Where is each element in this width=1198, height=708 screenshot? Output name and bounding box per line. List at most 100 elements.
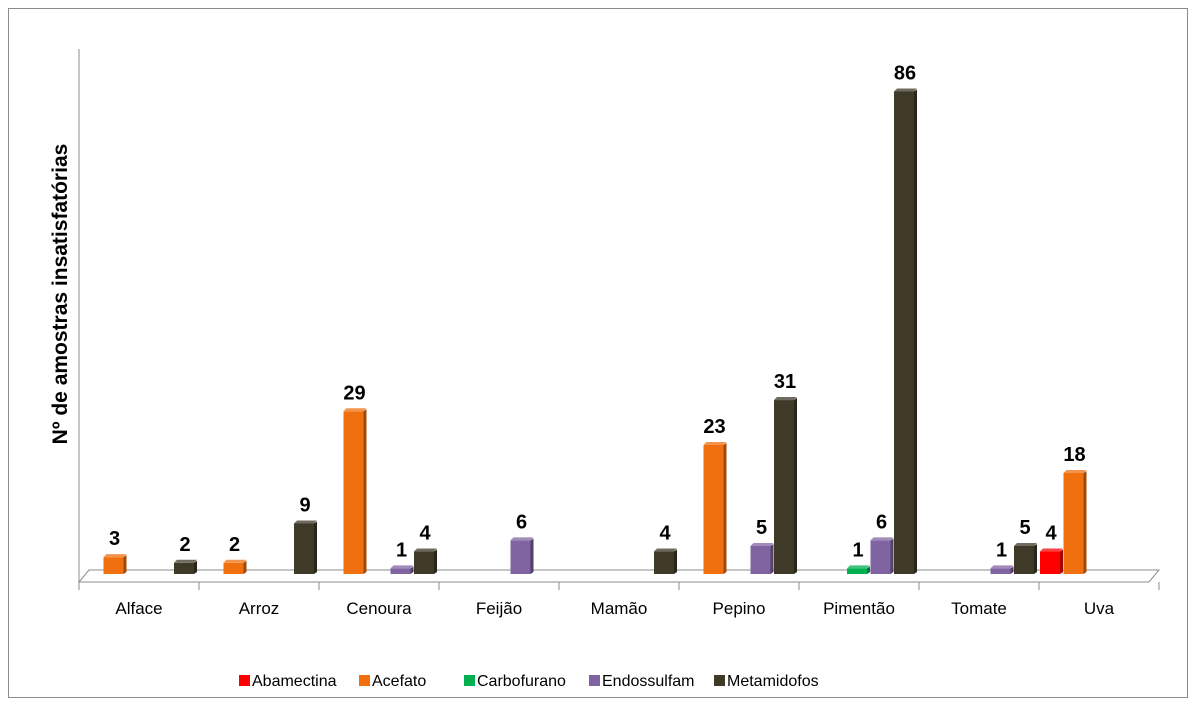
bar-side bbox=[530, 538, 534, 574]
data-label: 4 bbox=[419, 523, 431, 545]
legend-label: Abamectina bbox=[252, 673, 337, 690]
bar bbox=[654, 551, 674, 574]
bar-side bbox=[914, 89, 917, 574]
bar-side bbox=[1034, 543, 1037, 574]
bar bbox=[847, 568, 867, 574]
legend-swatch bbox=[239, 675, 250, 686]
bar-top bbox=[894, 88, 917, 92]
data-label: 1 bbox=[996, 539, 1007, 561]
data-label: 6 bbox=[876, 511, 887, 533]
bar bbox=[223, 562, 244, 574]
bar bbox=[174, 562, 194, 574]
bar-acefato-cenoura bbox=[343, 408, 367, 574]
bar-top bbox=[870, 537, 894, 541]
bar-top bbox=[703, 441, 727, 445]
bar bbox=[774, 400, 794, 574]
data-label: 3 bbox=[109, 528, 120, 550]
bar-side bbox=[867, 566, 870, 574]
bar bbox=[1063, 473, 1084, 574]
bar-acefato-pepino bbox=[703, 441, 727, 574]
data-label: 4 bbox=[659, 523, 671, 545]
x-tick-labels: Alface Arroz Cenoura Feijão Mamão Pepino Pimen… bbox=[115, 599, 1114, 618]
bar-top bbox=[510, 537, 534, 541]
bar bbox=[294, 523, 314, 574]
data-label: 4 bbox=[1045, 523, 1057, 545]
bar bbox=[1040, 551, 1060, 574]
x-tick-label: Feijão bbox=[476, 599, 522, 618]
bar-top bbox=[654, 548, 677, 552]
bar-endossulfam-cenoura bbox=[390, 565, 414, 574]
bar-side bbox=[674, 549, 677, 574]
bar-top bbox=[294, 520, 317, 524]
bar bbox=[414, 551, 434, 574]
bar-metamidofos-cenoura bbox=[414, 548, 437, 574]
bar bbox=[703, 444, 724, 574]
bar-side bbox=[194, 560, 197, 574]
bar-endossulfam-tomate bbox=[990, 565, 1014, 574]
bar-side bbox=[1060, 549, 1063, 574]
bar-acefato-alface bbox=[103, 554, 127, 574]
data-label: 2 bbox=[229, 534, 240, 556]
data-label: 5 bbox=[756, 517, 767, 539]
data-label: 23 bbox=[703, 416, 725, 438]
x-tick-label: Cenoura bbox=[346, 599, 412, 618]
bar bbox=[103, 557, 124, 574]
data-label: 18 bbox=[1063, 444, 1085, 466]
legend-label: Endossulfam bbox=[602, 673, 695, 690]
data-label: 29 bbox=[343, 382, 365, 404]
bar-side bbox=[410, 566, 414, 574]
x-tick-label: Mamão bbox=[591, 599, 648, 618]
bar bbox=[870, 540, 891, 574]
bar-side bbox=[794, 398, 797, 574]
bar bbox=[990, 568, 1011, 574]
x-tick-label: Pimentão bbox=[823, 599, 895, 618]
bar-top bbox=[343, 408, 367, 412]
bar-top bbox=[1040, 548, 1063, 552]
bar-side bbox=[123, 555, 127, 574]
bar-metamidofos-mamão bbox=[654, 548, 677, 574]
legend-item-acefato: Acefato bbox=[359, 673, 426, 690]
bar-side bbox=[1010, 566, 1014, 574]
bar-top bbox=[1063, 470, 1087, 473]
bar-top bbox=[1014, 542, 1037, 546]
bar-acefato-uva bbox=[1063, 470, 1087, 574]
bar-top bbox=[774, 397, 797, 401]
bar-top bbox=[103, 554, 127, 558]
bar-side bbox=[1083, 471, 1087, 574]
bar-top bbox=[750, 542, 774, 546]
bar bbox=[1014, 545, 1034, 574]
bar-top bbox=[414, 548, 437, 552]
chart-frame: 3 2 2 9 29 1 4 6 4 23 5 31 1 6 86 1 5 4 18 Alface Arroz Ceno… bbox=[8, 8, 1188, 698]
bars bbox=[103, 88, 1087, 574]
bar-top bbox=[390, 565, 414, 569]
legend-label: Acefato bbox=[372, 673, 426, 690]
bar-acefato-arroz bbox=[223, 559, 247, 574]
bar-endossulfam-pimentão bbox=[870, 537, 894, 574]
bar-top bbox=[174, 559, 197, 563]
bar bbox=[750, 545, 771, 574]
legend-swatch bbox=[714, 675, 725, 686]
bar-top bbox=[847, 565, 870, 569]
bar-side bbox=[314, 521, 317, 574]
bar-side bbox=[243, 560, 247, 574]
data-label: 1 bbox=[396, 539, 407, 561]
bar-metamidofos-arroz bbox=[294, 520, 317, 574]
bar-metamidofos-tomate bbox=[1014, 542, 1037, 574]
bar-side bbox=[434, 549, 437, 574]
legend-item-metamidofos: Metamidofos bbox=[714, 673, 819, 690]
bar-side bbox=[890, 538, 894, 574]
data-label: 1 bbox=[852, 539, 863, 561]
x-tick-label: Tomate bbox=[951, 599, 1007, 618]
bar-endossulfam-feijão bbox=[510, 537, 534, 574]
data-label: 9 bbox=[299, 495, 310, 517]
bar-top bbox=[990, 565, 1014, 569]
x-tick-label: Alface bbox=[115, 599, 162, 618]
x-tick-label: Pepino bbox=[713, 599, 766, 618]
legend-swatch bbox=[589, 675, 600, 686]
y-axis-label: Nº de amostras insatisfatórias bbox=[49, 144, 72, 445]
data-label: 2 bbox=[179, 534, 190, 556]
bar-metamidofos-pimentão bbox=[894, 88, 917, 574]
data-label: 86 bbox=[894, 62, 916, 84]
